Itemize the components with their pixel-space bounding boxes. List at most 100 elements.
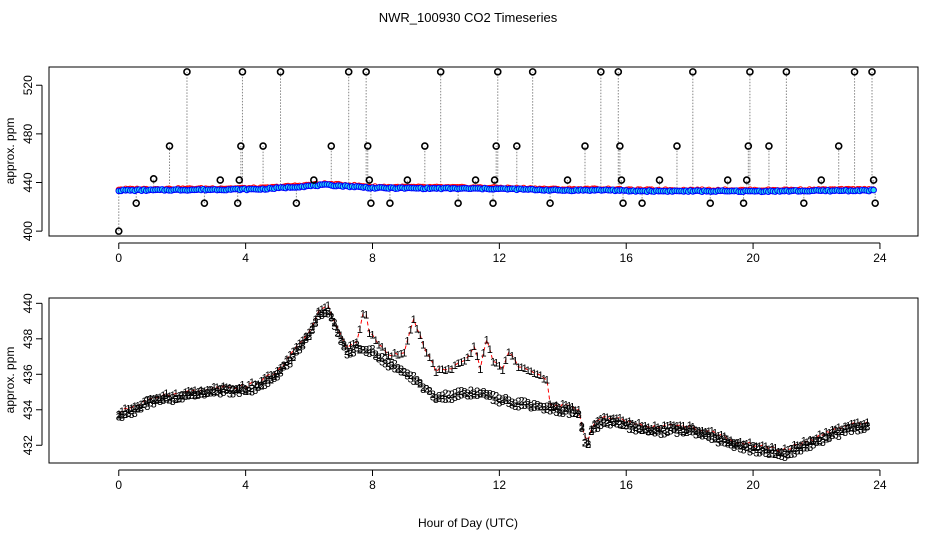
- bottom-series-1-point: 1: [826, 427, 832, 439]
- bottom-series-2-point: 2: [512, 398, 518, 410]
- bottom-series-1-point: 1: [696, 426, 702, 438]
- bottom-series-3-point: 3: [436, 393, 442, 405]
- bottom-series-2-point: 2: [582, 437, 588, 449]
- bottom-series-2-point: 2: [801, 439, 807, 451]
- bottom-series-1-point: 1: [766, 444, 772, 456]
- bottom-series-1-point: 1: [760, 440, 766, 452]
- bottom-series-3-point: 3: [503, 395, 509, 407]
- bottom-series-3-point: 3: [848, 426, 854, 438]
- bottom-series-1-point: 1: [319, 304, 325, 316]
- bottom-series-2-point: 2: [626, 418, 632, 430]
- bottom-series-2-point: 2: [721, 433, 727, 445]
- bottom-series-2-point: 2: [490, 389, 496, 401]
- bottom-series-2-point: 2: [579, 421, 585, 433]
- bottom-series-2-point: 2: [271, 371, 277, 383]
- bottom-series-2-point: 2: [687, 423, 693, 435]
- bottom-series-3-point: 3: [680, 428, 686, 440]
- bottom-series-3-point: 3: [433, 394, 439, 406]
- bottom-series-3-point: 3: [484, 391, 490, 403]
- bottom-series-2-point: 2: [547, 401, 553, 413]
- bottom-series-1-point: 1: [354, 337, 360, 349]
- bottom-series-1-point: 1: [741, 439, 747, 451]
- bottom-series-3-point: 3: [151, 399, 157, 411]
- bottom-series-3-point: 3: [544, 404, 550, 416]
- bottom-series-2-point: 2: [392, 358, 398, 370]
- bottom-series-1-point: 1: [499, 365, 505, 377]
- bottom-series-2-point: 2: [503, 392, 509, 404]
- bottom-series-3-point: 3: [195, 390, 201, 402]
- bottom-y-tick-label: 440: [21, 293, 35, 313]
- bottom-series-2-point: 2: [642, 424, 648, 436]
- bottom-series-1-point: 1: [382, 346, 388, 358]
- bottom-series-3-point: 3: [785, 449, 791, 461]
- bottom-series-1-point: 1: [290, 346, 296, 358]
- bottom-series-1-point: 1: [503, 355, 509, 367]
- bottom-series-3-point: 3: [344, 349, 350, 361]
- bottom-series-2-point: 2: [506, 395, 512, 407]
- top-spike-point: [597, 68, 605, 76]
- bottom-series-1-point: 1: [604, 412, 610, 424]
- bottom-series-3-point: 3: [579, 423, 585, 435]
- bottom-series-2-point: 2: [769, 445, 775, 457]
- bottom-series-1-point: 1: [794, 440, 800, 452]
- bottom-series-1-point: 1: [557, 403, 563, 415]
- bottom-series-1-point: 1: [525, 365, 531, 377]
- bottom-series-3-point: 3: [572, 408, 578, 420]
- bottom-series-1-point: 1: [331, 317, 337, 329]
- bottom-series-1-point: 1: [192, 385, 198, 397]
- bottom-series-1-point: 1: [195, 387, 201, 399]
- bottom-series-3-point: 3: [439, 393, 445, 405]
- bottom-series-2-point: 2: [484, 388, 490, 400]
- bottom-series-3-point: 3: [725, 438, 731, 450]
- bottom-series-3-point: 3: [465, 390, 471, 402]
- bottom-series-3-point: 3: [864, 421, 870, 433]
- bottom-series-2-point: 2: [277, 365, 283, 377]
- bottom-series-2-point: 2: [205, 388, 211, 400]
- bottom-series-2-point: 2: [607, 414, 613, 426]
- top-data-layer: [114, 68, 879, 235]
- bottom-series-3-point: 3: [614, 418, 620, 430]
- bottom-series-3-point: 3: [147, 397, 153, 409]
- bottom-series-1-point: 1: [132, 401, 138, 413]
- bottom-series-2-point: 2: [706, 431, 712, 443]
- bottom-series-3-point: 3: [201, 389, 207, 401]
- bottom-series-2-point: 2: [325, 306, 331, 318]
- bottom-series-3-point: 3: [452, 392, 458, 404]
- bottom-series-3-point: 3: [756, 447, 762, 459]
- bottom-series-3-point: 3: [728, 439, 734, 451]
- bottom-series-1-point: 1: [861, 419, 867, 431]
- bottom-series-2-point: 2: [560, 405, 566, 417]
- bottom-series-3-point: 3: [677, 426, 683, 438]
- top-spike-point: [327, 142, 336, 150]
- bottom-series-1-point: 1: [769, 442, 775, 454]
- bottom-series-1-point: 1: [277, 362, 283, 374]
- top-spike-point: [739, 199, 748, 207]
- bottom-series-1-point: 1: [243, 384, 249, 396]
- bottom-series-2-point: 2: [404, 368, 410, 380]
- top-x-axis: 0 4 8 12 16 20 24: [115, 242, 887, 265]
- bottom-series-3-point: 3: [718, 436, 724, 448]
- top-spike-point: [436, 68, 445, 76]
- bottom-series-3-point: 3: [182, 391, 188, 403]
- bottom-series-3-point: 3: [395, 364, 401, 376]
- bottom-series-2-point: 2: [858, 421, 864, 433]
- bottom-series-2-point: 2: [557, 405, 563, 417]
- bottom-series-2-point: 2: [677, 424, 683, 436]
- bottom-y-tick-label: 438: [21, 328, 35, 348]
- bottom-series-1-point: 1: [718, 429, 724, 441]
- bottom-series-2-point: 2: [458, 385, 464, 397]
- bottom-series-2-point: 2: [173, 394, 179, 406]
- top-spike-point: [310, 176, 318, 184]
- bottom-series-2-point: 2: [791, 443, 797, 455]
- bottom-series-2-point: 2: [166, 394, 172, 406]
- top-spike-point: [403, 176, 412, 184]
- bottom-series-3-point: 3: [639, 425, 645, 437]
- top-spike-point: [616, 142, 624, 150]
- bottom-series-2-point: 2: [741, 440, 747, 452]
- bottom-series-1-point: 1: [858, 419, 864, 431]
- bottom-series-1-point: 1: [141, 396, 147, 408]
- bottom-series-2-point: 2: [433, 393, 439, 405]
- bottom-series-1-point: 1: [541, 373, 547, 385]
- bottom-series-2-point: 2: [696, 429, 702, 441]
- bottom-series-3-point: 3: [303, 334, 309, 346]
